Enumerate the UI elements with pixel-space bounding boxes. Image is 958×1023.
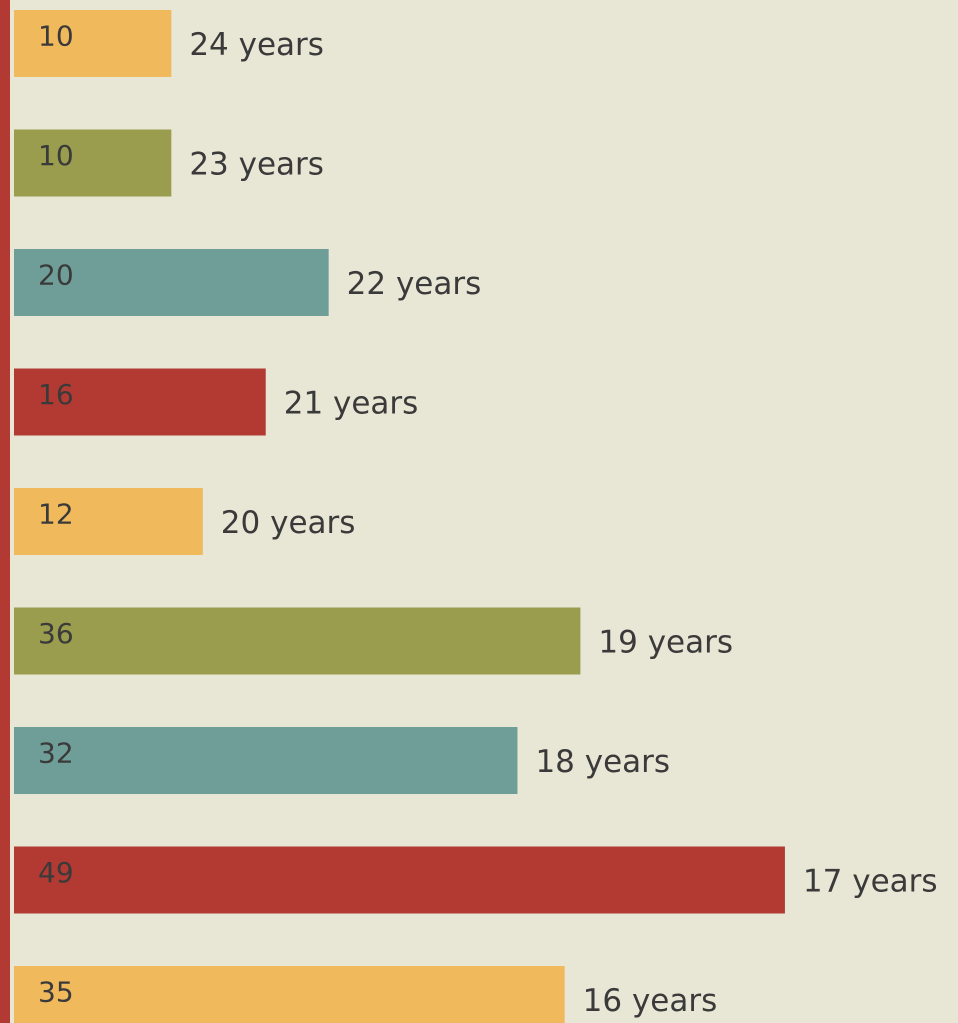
category-label: 22 years [347, 266, 482, 302]
value-label: 16 [38, 378, 74, 411]
value-label: 35 [38, 976, 74, 1009]
bar [14, 129, 172, 197]
value-label: 36 [38, 617, 74, 650]
category-label: 23 years [189, 147, 324, 183]
bar [14, 368, 266, 436]
value-label: 49 [38, 856, 74, 889]
bar [14, 10, 172, 77]
category-label: 17 years [803, 864, 938, 900]
bar [14, 966, 565, 1023]
category-label: 18 years [535, 744, 670, 780]
value-label: 20 [38, 259, 74, 292]
category-label: 19 years [598, 625, 733, 661]
bar [14, 607, 581, 675]
bar [14, 727, 518, 794]
value-label: 10 [38, 20, 74, 53]
value-label: 12 [38, 498, 74, 531]
bar [14, 846, 785, 914]
bar [14, 488, 203, 555]
bar [14, 249, 329, 316]
category-label: 21 years [284, 386, 419, 422]
category-label: 20 years [221, 505, 356, 541]
category-label: 24 years [189, 27, 324, 63]
value-label: 10 [38, 139, 74, 172]
axis-line [0, 0, 10, 1023]
category-label: 16 years [583, 983, 718, 1019]
value-label: 32 [38, 737, 74, 770]
